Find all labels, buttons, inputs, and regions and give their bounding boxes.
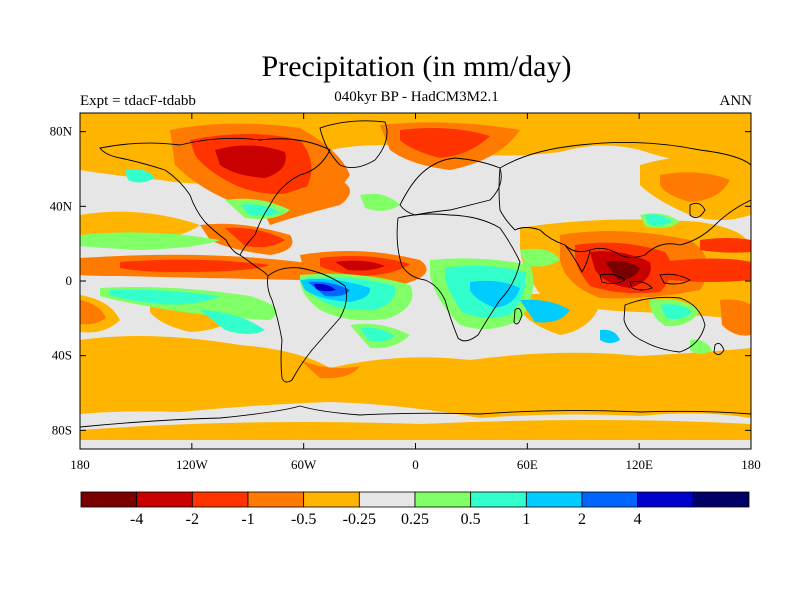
coastline-africa — [396, 213, 521, 342]
colorbar-swatch — [247, 491, 305, 508]
x-tick-label: 120W — [176, 457, 209, 472]
colorbar-label: -2 — [186, 511, 199, 528]
experiment-label: Expt = tdacF-tdabb — [80, 93, 196, 109]
anomaly-region — [470, 280, 520, 308]
anomaly-region — [300, 360, 360, 379]
coastline-asia — [498, 141, 751, 258]
colorbar-swatch — [414, 491, 472, 508]
coastline-islands — [599, 273, 691, 291]
x-tick-label: 180 — [741, 457, 761, 472]
colorbar-label: 2 — [578, 511, 586, 528]
anomaly-region — [700, 238, 751, 253]
colorbar-label: 4 — [634, 511, 642, 528]
coastline-north-america — [99, 137, 331, 256]
anomaly-region — [660, 304, 692, 320]
coastline-australia — [623, 296, 706, 353]
colorbar-label: 0.5 — [461, 511, 481, 528]
coastline-south-america — [267, 267, 348, 383]
map-title: Precipitation (in mm/day) — [261, 50, 572, 83]
colorbar-swatch — [303, 491, 360, 508]
colorbar-swatch — [692, 491, 750, 508]
anomaly-region — [360, 327, 395, 342]
colorbar: -4 -2 -1 -0.5 -0.25 0.25 0.5 1 2 4 — [80, 491, 750, 528]
anomaly-region — [80, 336, 751, 418]
anomaly-region — [80, 420, 751, 440]
anomaly-region — [400, 128, 490, 158]
colorbar-label: -0.5 — [291, 511, 316, 528]
coastline-greenland — [319, 120, 388, 169]
colorbar-label: 0.25 — [401, 511, 429, 528]
x-tick-label: 180 — [70, 457, 90, 472]
anomaly-region — [240, 204, 280, 216]
anomaly-region — [335, 260, 385, 271]
anomaly-region — [605, 260, 640, 280]
map-subtitle: 040kyr BP - HadCM3M2.1 — [334, 89, 499, 105]
coastline-japan — [689, 202, 706, 219]
colorbar-swatch — [525, 491, 583, 508]
colorbar-swatch — [136, 491, 193, 508]
y-tick-label: 0 — [66, 273, 73, 288]
anomaly-region — [215, 145, 286, 178]
y-tick-label: 40N — [50, 198, 73, 213]
colorbar-swatch — [637, 491, 694, 508]
x-tick-label: 60E — [517, 457, 538, 472]
y-tick-label: 80S — [52, 422, 72, 437]
coastline-central-america — [239, 254, 269, 277]
anomaly-region — [200, 310, 265, 334]
season-label: ANN — [719, 93, 753, 109]
anomaly-region — [80, 232, 220, 250]
anomaly-region — [720, 299, 751, 336]
anomaly-region — [225, 227, 285, 248]
colorbar-swatch — [80, 491, 138, 508]
y-tick-label: 40S — [52, 348, 72, 363]
coastline-india — [564, 244, 591, 273]
colorbar-label: -1 — [241, 511, 254, 528]
anomaly-region — [80, 300, 106, 325]
anomaly-region — [690, 339, 712, 354]
colorbar-label: 1 — [522, 511, 530, 528]
anomaly-region — [645, 214, 672, 226]
y-tick-label: 80N — [50, 124, 73, 139]
colorbar-label: -4 — [130, 511, 143, 528]
anomaly-region — [520, 299, 570, 323]
y-axis: 80N 40N 0 40S 80S — [50, 124, 751, 437]
anomaly-region — [125, 169, 155, 183]
anomaly-region — [120, 259, 270, 272]
anomaly-region — [600, 329, 620, 343]
x-axis: 180 120W 60W 0 60E 120E 180 — [70, 113, 761, 472]
coastline-antarctica — [80, 405, 751, 428]
coastlines — [80, 120, 751, 428]
anomaly-region — [660, 258, 751, 282]
anomaly-field — [80, 113, 751, 440]
x-tick-label: 60W — [291, 457, 317, 472]
anomaly-region — [110, 289, 220, 305]
colorbar-swatch — [358, 491, 416, 508]
colorbar-swatch — [581, 491, 639, 508]
anomaly-region — [360, 193, 400, 211]
coastline-new-zealand — [713, 342, 725, 355]
x-tick-label: 120E — [625, 457, 653, 472]
colorbar-swatch — [191, 491, 249, 508]
anomaly-region — [660, 172, 730, 202]
colorbar-swatch — [470, 491, 527, 508]
anomaly-region — [520, 248, 560, 267]
colorbar-label: -0.25 — [343, 511, 376, 528]
coastline-madagascar — [513, 307, 523, 325]
anomaly-region — [314, 283, 336, 292]
x-tick-label: 0 — [412, 457, 419, 472]
